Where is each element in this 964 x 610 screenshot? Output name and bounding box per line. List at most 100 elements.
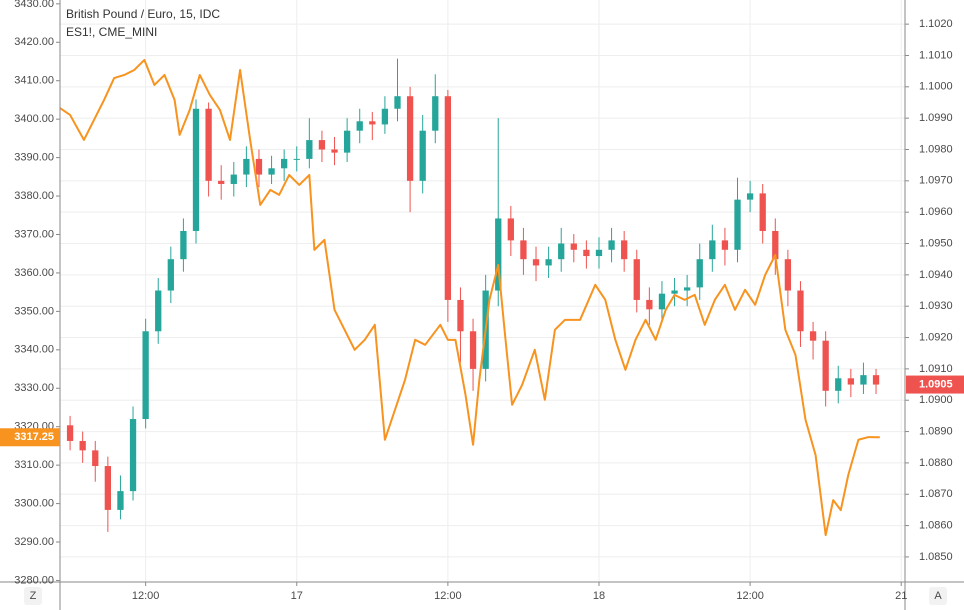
candle-body [394, 96, 401, 109]
candle-body [129, 419, 137, 492]
x-tick-label: 21 [895, 590, 907, 602]
candle-body [142, 331, 149, 420]
x-tick-label: 18 [593, 590, 605, 602]
y-tick-label: 3280.00 [14, 574, 54, 586]
candle-body [381, 108, 389, 125]
y-tick-label: 3330.00 [14, 382, 54, 394]
last-price-label: 3317.25 [14, 431, 54, 443]
candle-body [331, 149, 338, 153]
candle-body [218, 180, 225, 184]
last-price-tag [0, 428, 60, 447]
y2-tick-label: 1.0920 [919, 331, 953, 343]
y-tick-label: 3420.00 [14, 36, 54, 48]
last-price-label: 1.0905 [919, 378, 953, 390]
y-tick-label: 3350.00 [14, 305, 54, 317]
y2-tick-label: 1.0900 [919, 394, 953, 406]
candle-body [432, 96, 439, 131]
candle-body [545, 259, 552, 266]
candle-body [92, 450, 99, 467]
y2-tick-label: 1.0910 [919, 363, 953, 375]
y2-tick-label: 1.1020 [919, 18, 953, 30]
x-tick-label: 12:00 [434, 590, 462, 602]
candle-body [709, 240, 716, 260]
candle-body [822, 340, 829, 391]
y2-tick-label: 1.0940 [919, 269, 953, 281]
legend-overlay: ES1!, CME_MINI [66, 25, 157, 39]
candle-body [759, 193, 766, 231]
candle-body [192, 108, 200, 231]
candle-body [721, 240, 729, 250]
y2-tick-label: 1.0870 [919, 488, 953, 500]
y-tick-label: 3300.00 [14, 497, 54, 509]
button-a[interactable]: A [934, 590, 942, 602]
candle-body [847, 378, 854, 385]
candle-body [784, 259, 792, 291]
x-tick-label: 17 [291, 590, 303, 602]
candle-body [343, 130, 351, 153]
candle-body [306, 140, 313, 159]
candle-body [117, 491, 124, 510]
candle-body [532, 259, 540, 266]
y2-tick-label: 1.1010 [919, 49, 953, 61]
button-bg[interactable] [24, 587, 42, 605]
candle-body [255, 158, 263, 175]
candle-body [457, 299, 464, 332]
candle-body [104, 466, 112, 510]
last-price-tag [906, 375, 964, 394]
candle-body [268, 168, 275, 175]
y-tick-label: 3360.00 [14, 267, 54, 279]
candle-body [205, 108, 212, 181]
x-tick-label: 12:00 [132, 590, 160, 602]
candle-body [809, 331, 817, 341]
candle-body [646, 299, 653, 310]
button-bg[interactable] [929, 587, 947, 605]
y2-tick-label: 1.0960 [919, 206, 953, 218]
candle-body [444, 96, 452, 300]
candle-body [406, 96, 414, 181]
y-tick-label: 3430.00 [14, 0, 54, 10]
button-z[interactable]: Z [30, 590, 37, 602]
candle-body [180, 230, 187, 260]
y2-tick-label: 1.0930 [919, 300, 953, 312]
y-tick-label: 3390.00 [14, 152, 54, 164]
candle-body [696, 259, 703, 288]
candle-body [293, 158, 300, 160]
candle-body [507, 218, 514, 241]
candle-body [520, 240, 527, 260]
y-tick-label: 3290.00 [14, 536, 54, 548]
candle-body [469, 331, 477, 369]
y2-tick-label: 1.0990 [919, 112, 953, 124]
y-tick-label: 3340.00 [14, 344, 54, 356]
y-tick-label: 3410.00 [14, 75, 54, 87]
candle-body [797, 290, 804, 332]
y2-tick-label: 1.0980 [919, 143, 953, 155]
candle-body [872, 375, 880, 385]
candle-body [243, 158, 250, 175]
candle-body [558, 243, 565, 260]
candle-body [860, 375, 867, 385]
candle-body [419, 130, 426, 181]
candle-body [281, 158, 288, 169]
candle-body [583, 249, 590, 257]
candle-body [495, 218, 502, 291]
y2-tick-label: 1.0970 [919, 175, 953, 187]
y2-tick-label: 1.0890 [919, 425, 953, 437]
candle-body [230, 174, 237, 184]
candle-body [595, 249, 603, 257]
candle-body [683, 287, 691, 291]
candle-body [608, 240, 615, 250]
y2-tick-label: 1.0860 [919, 519, 953, 531]
candle-body [746, 193, 754, 200]
y2-tick-label: 1.0950 [919, 237, 953, 249]
candle-body [66, 425, 74, 441]
candle-body [835, 378, 842, 391]
candle-body [633, 259, 640, 300]
candle-body [570, 243, 577, 250]
y2-tick-label: 1.0850 [919, 551, 953, 563]
y-tick-label: 3400.00 [14, 113, 54, 125]
candle-body [772, 230, 779, 260]
